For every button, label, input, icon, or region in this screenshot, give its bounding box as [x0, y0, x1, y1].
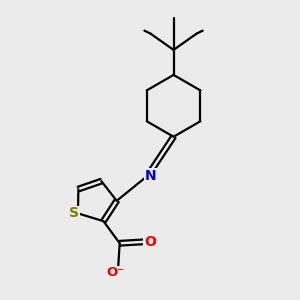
Text: N: N — [145, 169, 156, 183]
Text: O: O — [144, 235, 156, 249]
Text: S: S — [69, 206, 80, 220]
Text: O⁻: O⁻ — [107, 266, 125, 279]
